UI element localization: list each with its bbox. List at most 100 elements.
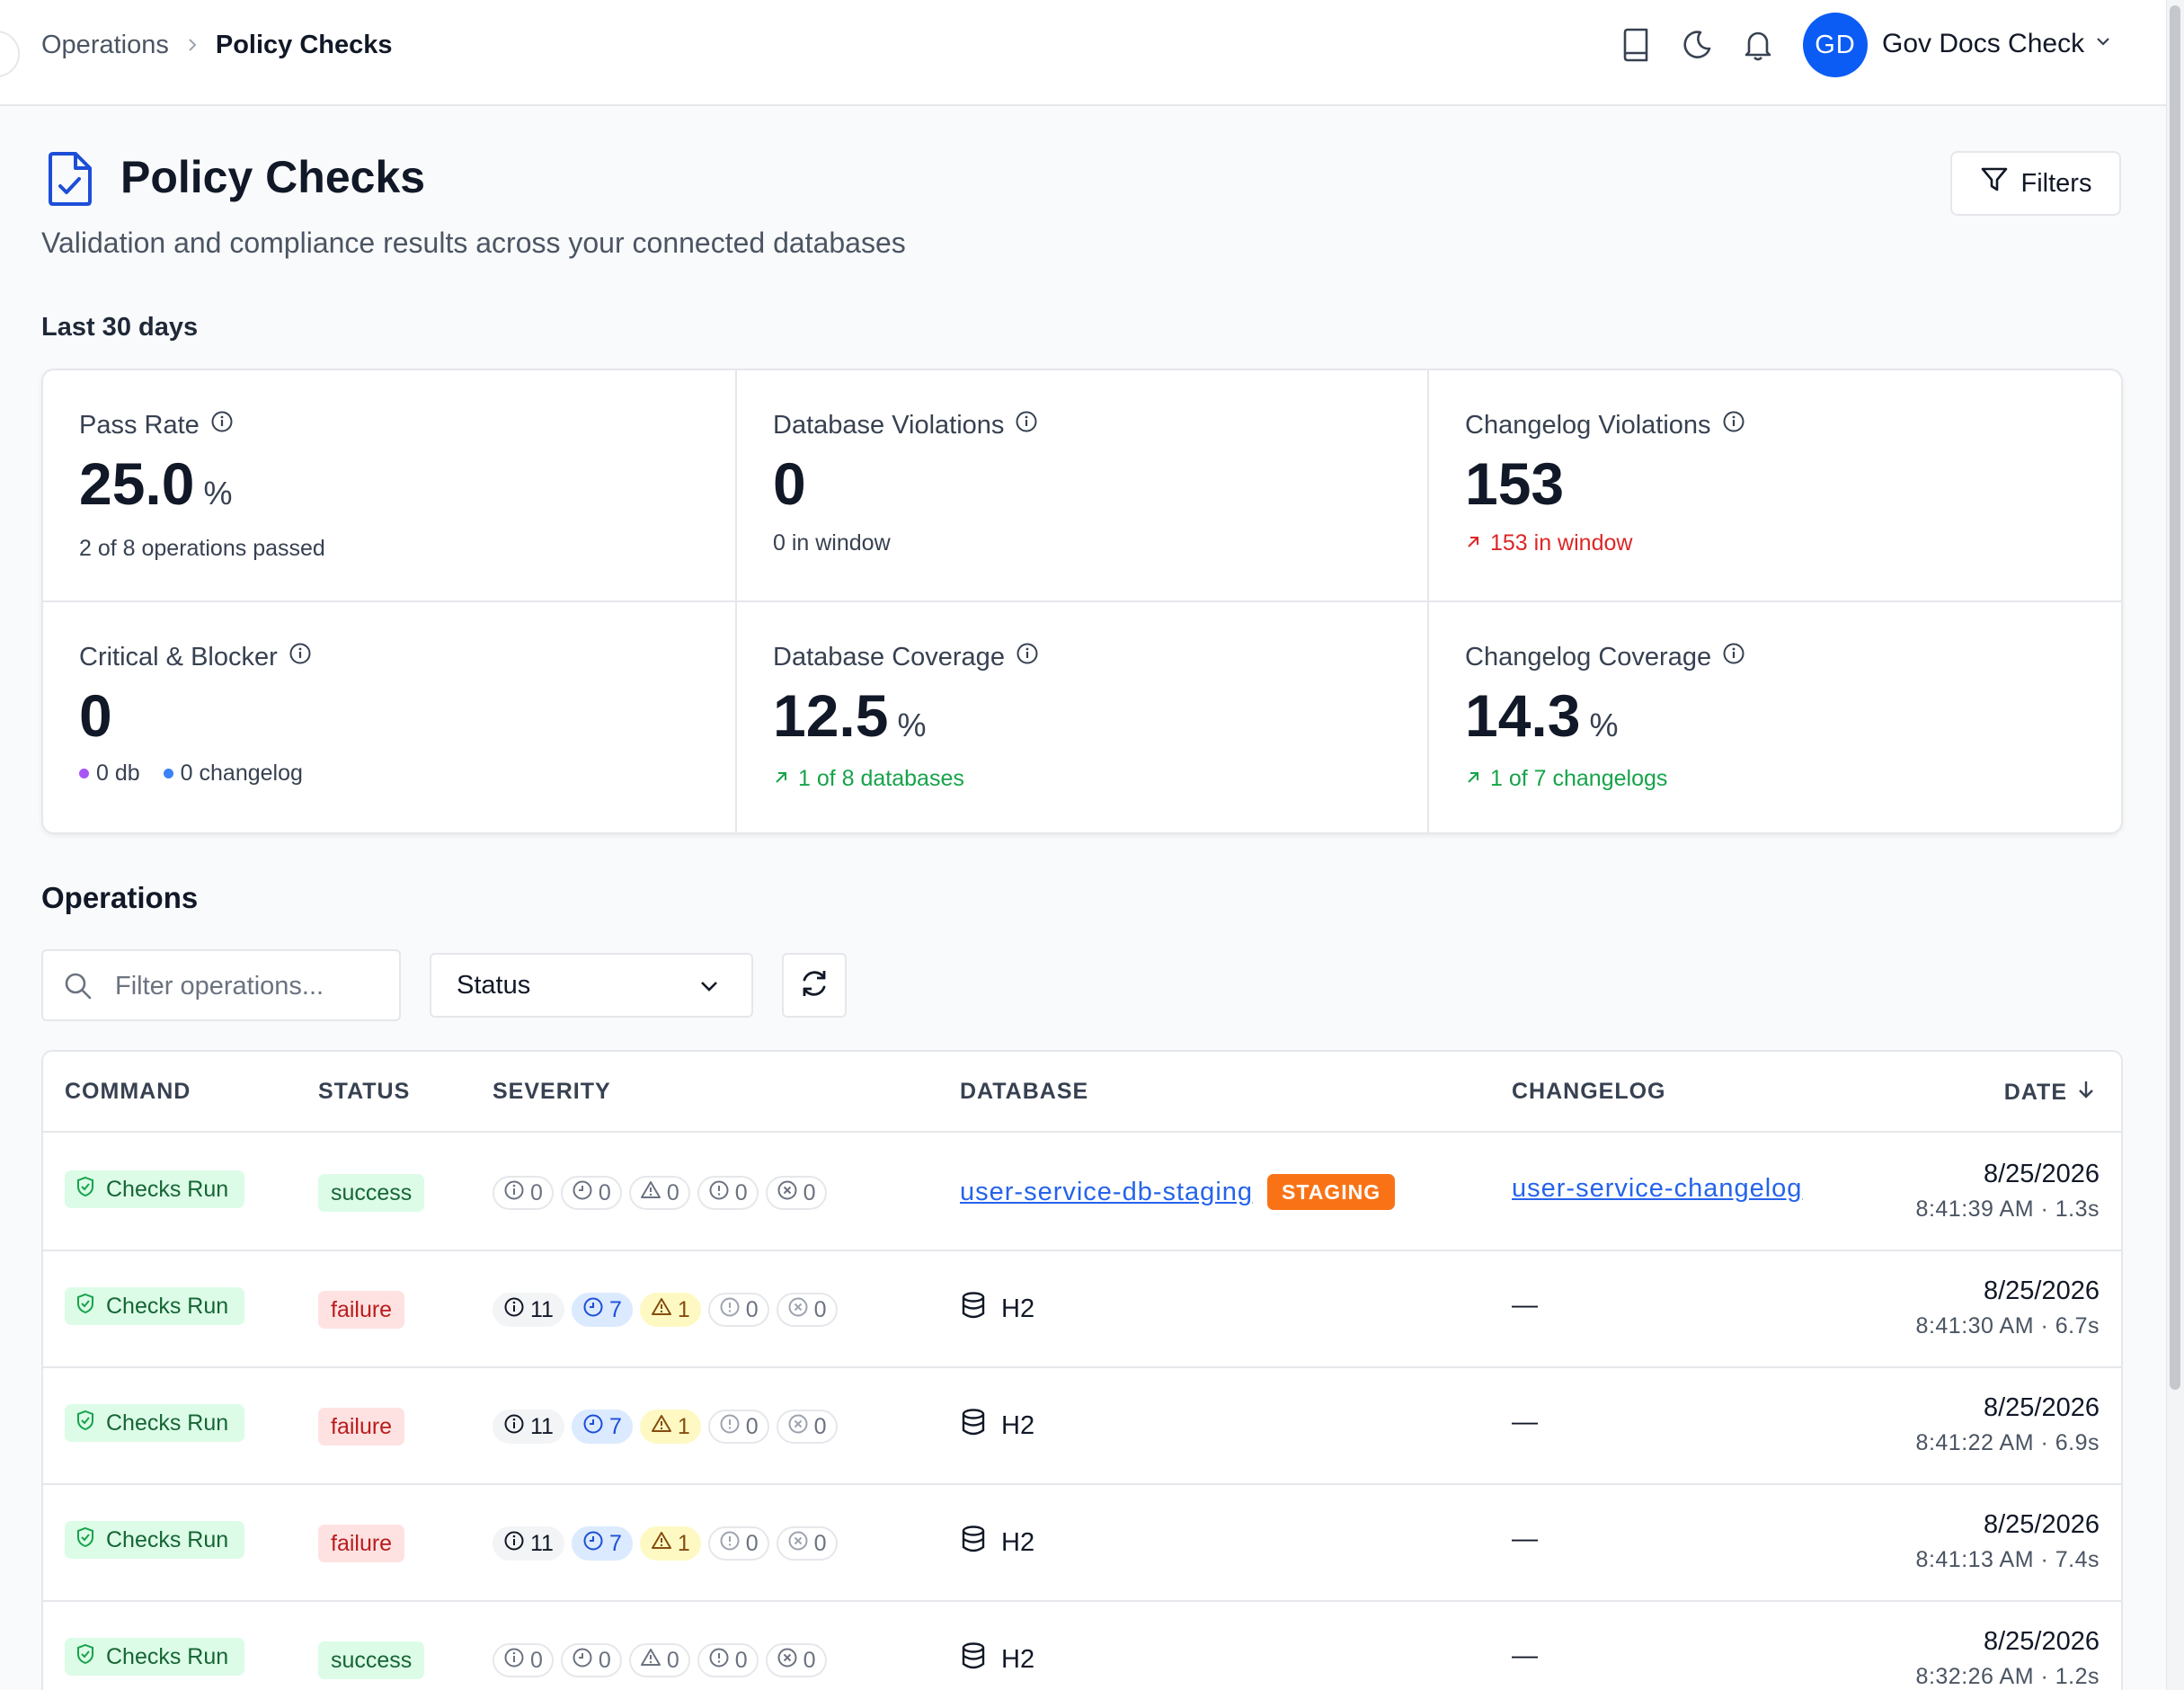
command-badge[interactable]: Checks Run: [65, 1170, 245, 1208]
severity-pill: 1: [639, 1410, 701, 1444]
metric-database-violations: Database Violations 0 0 in window: [737, 370, 1429, 602]
column-changelog[interactable]: CHANGELOG: [1512, 1079, 1666, 1104]
sev-alert-icon: [719, 1296, 741, 1324]
column-database[interactable]: DATABASE: [960, 1079, 1089, 1104]
table-row[interactable]: Checks Run failure 11 7 1 0 0 H2 — 8/25/2026…: [43, 1251, 2121, 1368]
table-row[interactable]: Checks Run success 0 0 0 0 0 user-service-db…: [43, 1134, 2121, 1251]
db-dot-icon: [79, 769, 89, 778]
sev-warning-icon: [651, 1296, 672, 1324]
column-command[interactable]: COMMAND: [65, 1079, 191, 1104]
command-badge[interactable]: Checks Run: [65, 1404, 245, 1442]
critical-changelog-count: 0 changelog: [180, 760, 303, 786]
metric-unit: %: [203, 475, 233, 511]
command-label: Checks Run: [106, 1410, 229, 1436]
sev-error-icon: [777, 1179, 798, 1207]
refresh-button[interactable]: [782, 953, 847, 1018]
changelog-empty: —: [1512, 1525, 1538, 1553]
table-row[interactable]: Checks Run success 0 0 0 0 0 H2 — 8/25/2026 …: [43, 1602, 2121, 1690]
docs-book-icon[interactable]: [1616, 25, 1656, 65]
time-duration: 8:32:26 AM · 1.2s: [1915, 1664, 2100, 1689]
sev-warning-icon: [640, 1647, 661, 1675]
status-select-label: Status: [457, 970, 531, 1000]
scrollbar-thumb[interactable]: [2170, 5, 2180, 1390]
table-row[interactable]: Checks Run failure 11 7 1 0 0 H2 — 8/25/2026…: [43, 1485, 2121, 1602]
info-icon[interactable]: [1016, 642, 1039, 672]
column-severity[interactable]: SEVERITY: [493, 1079, 611, 1104]
info-icon[interactable]: [1722, 642, 1745, 672]
severity-pill: 7: [571, 1293, 633, 1327]
severity-pill: 0: [560, 1643, 622, 1677]
changelog-cell: —: [1512, 1641, 1538, 1671]
database-cell: H2: [960, 1525, 1034, 1561]
chevron-down-icon[interactable]: [2094, 32, 2112, 55]
sidebar-toggle-button[interactable]: [0, 31, 20, 77]
metric-label: Database Coverage: [773, 642, 1005, 672]
changelog-empty: —: [1512, 1641, 1538, 1670]
severity-count: 7: [608, 1296, 622, 1322]
metric-label: Database Violations: [773, 410, 1005, 440]
status-badge: failure: [318, 1525, 405, 1562]
database-link[interactable]: user-service-db-staging: [960, 1177, 1254, 1206]
severity-group: 11 7 1 0 0: [493, 1526, 838, 1561]
severity-pill: 0: [776, 1526, 838, 1561]
command-badge[interactable]: Checks Run: [65, 1638, 245, 1676]
filters-button[interactable]: Filters: [1950, 151, 2121, 216]
dark-mode-moon-icon[interactable]: [1677, 25, 1717, 65]
sev-clock-icon: [572, 1179, 593, 1207]
column-date[interactable]: DATE: [2004, 1079, 2096, 1107]
date-value: 8/25/2026: [1983, 1160, 2100, 1188]
changelog-dot-icon: [163, 769, 173, 778]
sev-clock-icon: [582, 1296, 604, 1324]
date-value: 8/25/2026: [1983, 1627, 2100, 1656]
sev-warning-icon: [651, 1530, 672, 1558]
date-cell: 8/25/2026 8:41:30 AM · 6.7s: [1916, 1276, 2100, 1339]
shield-check-icon: [75, 1526, 95, 1554]
severity-count: 0: [530, 1179, 543, 1205]
info-icon[interactable]: [1015, 410, 1038, 440]
notifications-bell-icon[interactable]: [1738, 25, 1778, 65]
severity-pill: 0: [765, 1176, 827, 1210]
command-badge[interactable]: Checks Run: [65, 1287, 245, 1325]
breadcrumb-operations-link[interactable]: Operations: [41, 30, 169, 59]
severity-pill: 0: [628, 1643, 690, 1677]
metric-value: 25.0: [79, 450, 195, 517]
severity-count: 0: [745, 1296, 759, 1322]
metric-sub: 1 of 8 databases: [798, 766, 964, 791]
changelog-link[interactable]: user-service-changelog: [1512, 1174, 1803, 1203]
column-date-label: DATE: [2003, 1080, 2067, 1105]
changelog-cell: —: [1512, 1408, 1538, 1437]
severity-pill: 0: [493, 1176, 554, 1210]
command-label: Checks Run: [106, 1643, 229, 1669]
user-name[interactable]: Gov Docs Check: [1882, 29, 2085, 58]
severity-pill: 0: [560, 1176, 622, 1210]
table-row[interactable]: Checks Run failure 11 7 1 0 0 H2 — 8/25/2026…: [43, 1368, 2121, 1485]
metric-pass-rate: Pass Rate 25.0% 2 of 8 operations passed: [43, 370, 735, 602]
search-box[interactable]: [41, 949, 401, 1021]
date-cell: 8/25/2026 8:41:22 AM · 6.9s: [1916, 1393, 2100, 1456]
column-status[interactable]: STATUS: [318, 1079, 411, 1104]
info-icon[interactable]: [289, 642, 312, 672]
database-cell: H2: [960, 1408, 1034, 1444]
breadcrumb: Operations Policy Checks: [41, 29, 393, 61]
info-icon[interactable]: [1722, 410, 1745, 440]
sev-info-icon: [503, 1530, 525, 1558]
filter-operations-input[interactable]: [115, 964, 385, 1009]
metric-label: Changelog Violations: [1465, 410, 1711, 440]
status-select[interactable]: Status: [430, 953, 753, 1018]
status-badge: failure: [318, 1291, 405, 1329]
metric-changelog-violations: Changelog Violations 153 153 in window: [1429, 370, 2121, 602]
changelog-empty: —: [1512, 1408, 1538, 1436]
database-cell: user-service-db-staging STAGING: [960, 1174, 1396, 1210]
severity-group: 11 7 1 0 0: [493, 1293, 838, 1327]
trend-up-arrow-icon: [773, 766, 789, 792]
date-value: 8/25/2026: [1983, 1510, 2100, 1539]
changelog-cell: —: [1512, 1525, 1538, 1554]
metric-sub: 0 in window: [773, 530, 891, 556]
command-badge[interactable]: Checks Run: [65, 1521, 245, 1559]
sev-error-icon: [777, 1647, 798, 1675]
info-icon[interactable]: [210, 410, 234, 440]
sev-alert-icon: [708, 1647, 730, 1675]
avatar[interactable]: GD: [1803, 13, 1868, 77]
refresh-icon: [797, 966, 831, 1005]
shield-check-icon: [75, 1293, 95, 1321]
